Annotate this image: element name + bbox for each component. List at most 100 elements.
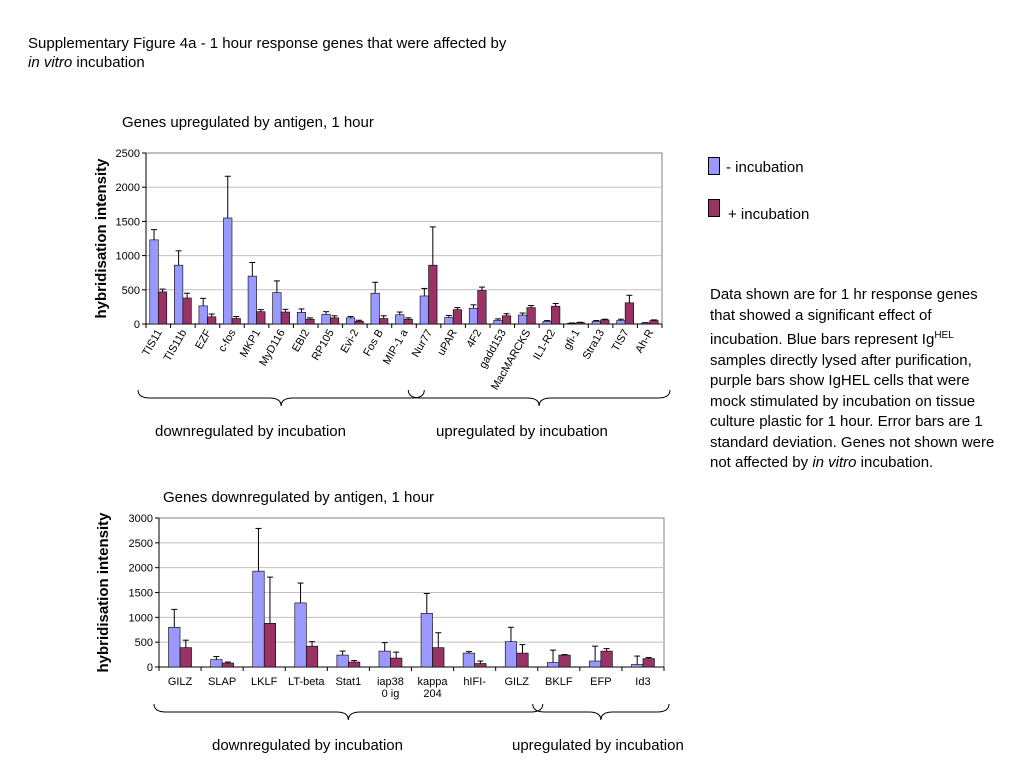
bar-plus-incubation	[526, 307, 536, 325]
bar-minus-incubation	[395, 314, 405, 325]
bar-minus-incubation	[168, 626, 181, 668]
x-tick-label: hIFI-	[463, 676, 486, 688]
bar-minus-incubation	[174, 264, 184, 325]
x-tick-label: IL1-R2	[531, 328, 558, 363]
description-part1: Data shown are for 1 hr response genes t…	[710, 286, 978, 348]
bar-minus-incubation	[247, 275, 257, 325]
bar-minus-incubation	[378, 650, 391, 668]
legend-swatch-plus	[708, 199, 720, 217]
x-tick-label: LT-beta	[288, 676, 325, 688]
bar-minus-incubation	[272, 292, 282, 325]
bar-plus-incubation	[182, 297, 192, 325]
bar-plus-incubation	[329, 317, 340, 325]
figure-title-line1: Supplementary Figure 4a - 1 hour respons…	[28, 35, 507, 52]
x-tick-label: TIS11b	[162, 328, 190, 364]
chart1-upregulated: 0 500 1000 1500 2000 2500 hybridisation intens…	[93, 148, 671, 407]
bar-minus-incubation	[504, 641, 518, 668]
bar-minus-incubation	[223, 217, 233, 325]
bar-plus-incubation	[348, 661, 361, 668]
x-tick-label: 204	[423, 688, 441, 700]
group-brace-0	[137, 389, 425, 407]
x-tick-label: Fos B	[361, 328, 386, 359]
y-tick-label: 1500	[129, 588, 153, 600]
x-tick-label: gfi-1	[562, 328, 583, 353]
bar-plus-incubation	[575, 322, 585, 325]
figure-title: Supplementary Figure 4a - 1 hour respons…	[28, 34, 506, 72]
bar-plus-incubation	[379, 318, 389, 325]
y-axis-label: hybridisation intensity	[93, 158, 110, 319]
x-tick-label: MIP-1 a	[381, 327, 411, 367]
x-tick-label: TIS11	[140, 328, 165, 359]
chart2-downregulated: 0 500 1000 1500 2000 2500 3000 hybridisation in…	[95, 512, 670, 721]
bar-plus-incubation	[403, 318, 413, 325]
description-italic: in vitro	[812, 454, 857, 471]
x-tick-label: Evi-2	[339, 328, 362, 356]
figure-title-line2: in vitro incubation	[28, 53, 506, 72]
description-part2: samples directly lysed after purificatio…	[710, 351, 995, 472]
group-brace-1	[407, 389, 671, 407]
bar-plus-incubation	[305, 645, 319, 668]
chart1-group-label-down: downregulated by incubation	[155, 423, 346, 440]
bar-plus-incubation	[624, 302, 634, 325]
legend-label-plus: + incubation	[728, 206, 810, 223]
figure-title-italic: in vitro	[28, 54, 73, 71]
y-tick-label: 1000	[129, 612, 153, 624]
bar-plus-incubation	[642, 658, 655, 668]
y-tick-label: 3000	[129, 513, 153, 525]
bar-plus-incubation	[600, 319, 610, 325]
bar-plus-incubation	[551, 305, 561, 325]
bar-plus-incubation	[501, 315, 512, 325]
description-part3: incubation.	[856, 454, 934, 471]
chart1-title: Genes upregulated by antigen, 1 hour	[122, 114, 374, 131]
bar-plus-incubation	[179, 647, 192, 668]
bar-plus-incubation	[600, 650, 613, 668]
x-tick-label: LKLF	[251, 676, 278, 688]
y-tick-label: 2000	[116, 182, 140, 194]
x-tick-label: 4F2	[464, 328, 484, 350]
bar-minus-incubation	[462, 652, 475, 668]
bar-plus-incubation	[157, 291, 168, 325]
bar-minus-incubation	[591, 320, 601, 325]
bar-minus-incubation	[546, 662, 560, 668]
chart2-title: Genes downregulated by antigen, 1 hour	[163, 489, 435, 506]
bar-plus-incubation	[428, 264, 438, 325]
bar-minus-incubation	[518, 314, 528, 325]
bar-plus-incubation	[263, 622, 277, 668]
chart1-group-label-up: upregulated by incubation	[436, 423, 608, 440]
x-tick-label: GILZ	[504, 676, 529, 688]
bar-plus-incubation	[649, 320, 659, 325]
legend-swatch-minus	[708, 157, 720, 175]
bar-minus-incubation	[589, 660, 602, 668]
bar-plus-incubation	[280, 311, 290, 325]
x-tick-label: Stat1	[336, 676, 362, 688]
x-tick-label: Id3	[635, 676, 650, 688]
x-tick-label: BKLF	[545, 676, 573, 688]
x-tick-label: kappa	[418, 676, 449, 688]
x-tick-label: Nur77	[410, 328, 435, 360]
bar-minus-incubation	[493, 319, 503, 325]
bar-minus-incubation	[294, 602, 307, 668]
bar-plus-incubation	[231, 318, 241, 325]
y-tick-label: 1000	[116, 251, 140, 263]
bar-plus-incubation	[477, 290, 487, 325]
bar-minus-incubation	[444, 317, 454, 325]
bar-plus-incubation	[474, 663, 487, 668]
y-tick-label: 0	[134, 319, 140, 331]
x-tick-label: EZF	[193, 327, 214, 351]
bar-minus-incubation	[336, 654, 349, 668]
description-sup: HEL	[934, 330, 954, 341]
bar-minus-incubation	[420, 613, 433, 668]
x-tick-label: TIS7	[610, 328, 632, 354]
bar-plus-incubation	[390, 657, 403, 668]
x-tick-label: c-fos	[216, 327, 239, 354]
y-tick-label: 500	[135, 637, 153, 649]
x-tick-label: GILZ	[168, 676, 193, 688]
x-tick-label: Ah-R	[633, 327, 656, 355]
x-tick-label: Stra13	[581, 328, 608, 362]
y-tick-label: 2500	[129, 538, 153, 550]
figure-description: Data shown are for 1 hr response genes t…	[710, 285, 995, 474]
bar-plus-incubation	[558, 654, 571, 668]
chart2-group-label-down: downregulated by incubation	[212, 737, 403, 754]
bar-minus-incubation	[468, 307, 479, 325]
bar-minus-incubation	[198, 305, 208, 325]
